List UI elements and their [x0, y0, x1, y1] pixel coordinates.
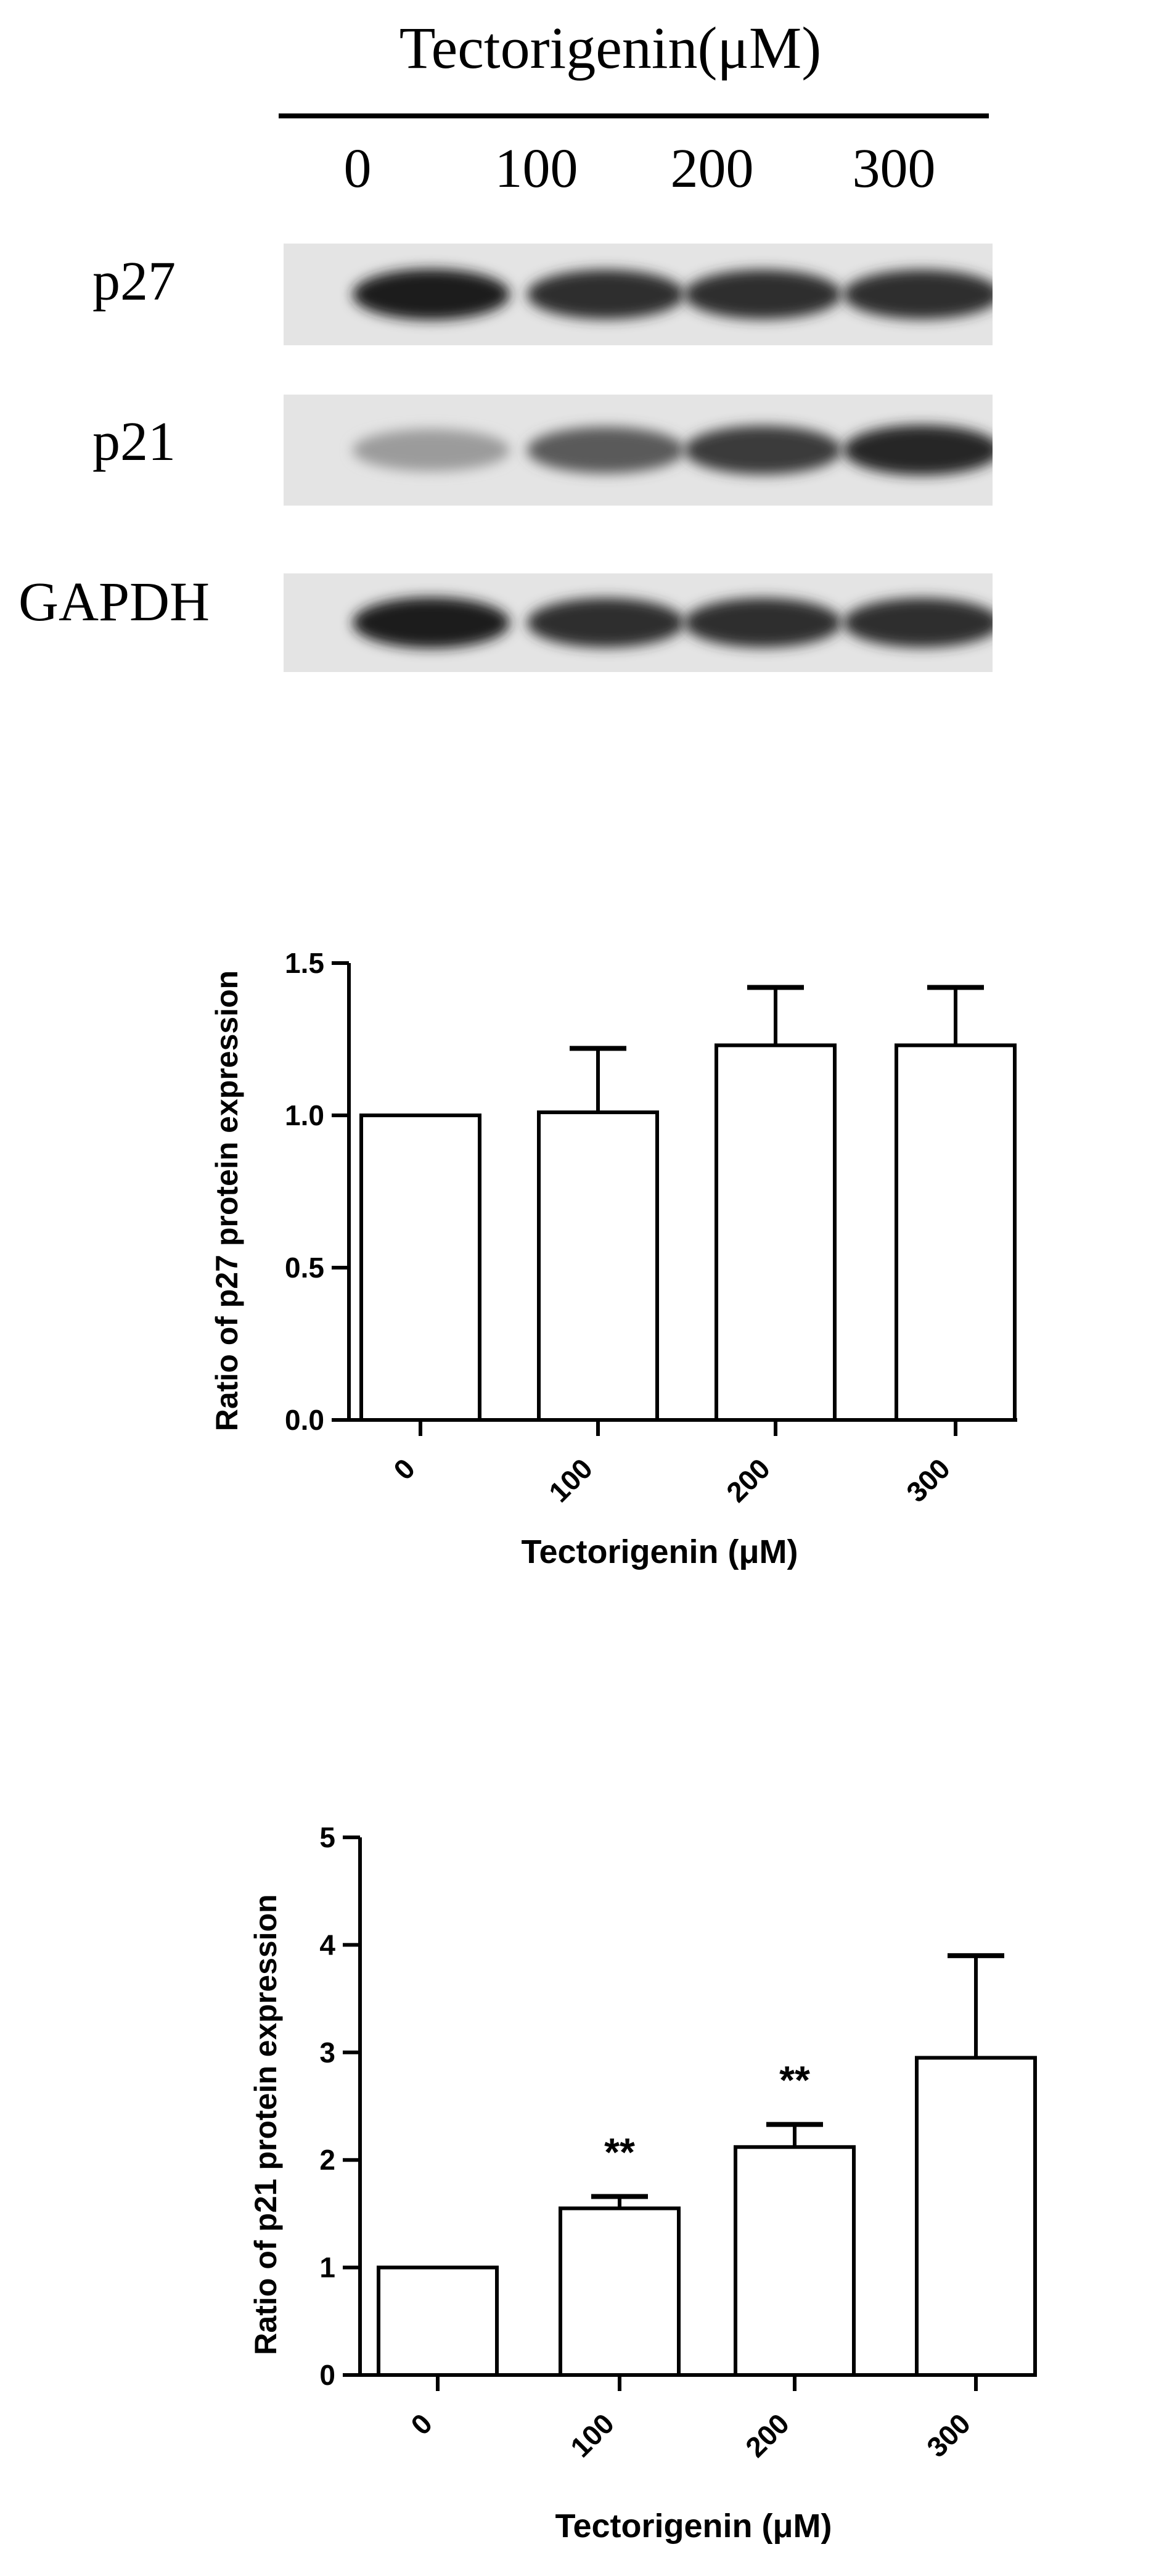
y-tick-label: 5 [319, 1821, 335, 1853]
lane-label-100: 100 [494, 138, 578, 199]
x-tick-label-100: 100 [543, 1452, 599, 1508]
blot-band-p21-lane-300 [843, 425, 993, 475]
blot-band-p27-lane-100 [527, 269, 684, 319]
bar-200 [734, 2145, 856, 2377]
y-tick-label: 4 [319, 1929, 335, 1961]
western-blot-panel: Tectorigenin(μM) 0 100 200 300 p27 p21 G… [0, 0, 1159, 740]
blot-band-p21-lane-0 [353, 429, 510, 472]
x-tick-label-200: 200 [739, 2407, 795, 2463]
bar-0 [359, 1114, 481, 1422]
bar-0 [377, 2265, 499, 2377]
y-axis-title: Ratio of p27 protein expression [210, 970, 244, 1431]
blot-band-gapdh-lane-100 [527, 597, 684, 648]
blot-band-p27-lane-200 [684, 269, 842, 319]
lane-label-200: 200 [670, 138, 754, 199]
x-axis-title: Tectorigenin (μM) [555, 2508, 832, 2545]
bar-100 [559, 2206, 681, 2377]
y-tick-label: 2 [319, 2144, 335, 2176]
lane-label-0: 0 [343, 138, 372, 199]
y-axis-title: Ratio of p21 protein expression [248, 1894, 283, 2355]
y-tick-label: 1 [319, 2252, 335, 2284]
y-tick-label: 0 [319, 2359, 335, 2391]
blot-band-gapdh-lane-300 [843, 597, 993, 648]
x-tick-label-200: 200 [720, 1452, 776, 1508]
blot-strip-gapdh [284, 573, 993, 672]
blot-treatment-title: Tectorigenin(μM) [399, 15, 822, 81]
x-tick-label-300: 300 [900, 1452, 956, 1508]
protein-label-p21: p21 [92, 411, 176, 472]
blot-strip-p21 [284, 395, 993, 506]
x-tick-label-100: 100 [564, 2407, 620, 2463]
blot-band-p21-lane-200 [684, 425, 842, 475]
x-tick-label-300: 300 [920, 2407, 977, 2463]
y-tick-label: 1.0 [285, 1099, 324, 1131]
bar-100 [537, 1110, 659, 1422]
bar-200 [715, 1043, 837, 1422]
protein-label-gapdh: GAPDH [18, 572, 210, 633]
blot-strip-p27 [284, 244, 993, 345]
p21-ratio-bar-chart: 0 1 2 3 4 5 0 100 ** 200 ** 300 Tectorigenin (μM) Rat… [248, 1821, 1037, 2545]
blot-band-p27-lane-300 [843, 269, 993, 319]
x-axis-title: Tectorigenin (μM) [521, 1533, 798, 1570]
y-tick-label: 1.5 [285, 947, 324, 979]
x-tick-label-0: 0 [387, 1452, 421, 1486]
significance-marker-200: ** [779, 2058, 810, 2102]
y-tick-label: 0.5 [285, 1252, 324, 1284]
x-tick-label-0: 0 [404, 2407, 438, 2441]
p27-ratio-bar-chart: 0.0 0.5 1.0 1.5 0 100 200 300 Tectorigenin (μM) R… [210, 947, 1017, 1570]
bar-300 [915, 2056, 1037, 2377]
significance-marker-100: ** [604, 2130, 635, 2174]
blot-band-gapdh-lane-0 [353, 597, 510, 649]
bar-300 [895, 1043, 1017, 1422]
blot-bracket-line [279, 113, 989, 118]
y-tick-label: 3 [319, 2037, 335, 2069]
lane-label-300: 300 [852, 138, 936, 199]
blot-band-p27-lane-0 [353, 269, 510, 320]
blot-band-gapdh-lane-200 [684, 597, 842, 648]
y-tick-label: 0.0 [285, 1404, 324, 1436]
protein-label-p27: p27 [92, 251, 176, 312]
blot-band-p21-lane-100 [527, 427, 684, 474]
